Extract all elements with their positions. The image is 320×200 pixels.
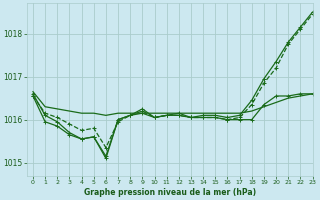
X-axis label: Graphe pression niveau de la mer (hPa): Graphe pression niveau de la mer (hPa) [84,188,256,197]
